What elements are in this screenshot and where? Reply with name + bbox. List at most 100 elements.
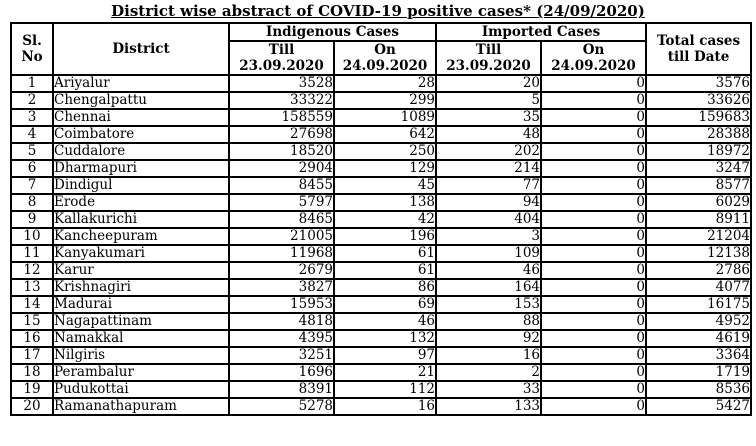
cell-imported-till: 3	[435, 227, 543, 246]
header-group-row: Sl. No District Indigenous Cases Importe…	[10, 22, 753, 76]
cell-imported-on: 0	[540, 363, 648, 382]
cell-imported-on: 0	[540, 227, 648, 246]
cell-indigenous-till: 1696	[228, 363, 335, 382]
cell-district: Krishnagiri	[52, 278, 230, 297]
cell-sl-no: 6	[10, 159, 54, 178]
cell-imported-on: 0	[540, 397, 648, 416]
cell-imported-till: 404	[435, 210, 543, 229]
cell-total: 21204	[645, 227, 753, 246]
table-row: 17 Nilgiris 3251 97 16 0 3364	[10, 346, 753, 365]
cell-total: 16175	[645, 295, 753, 314]
cell-total: 3364	[645, 346, 753, 365]
cell-total: 3576	[645, 74, 753, 93]
cell-imported-on: 0	[540, 244, 648, 263]
cell-sl-no: 12	[10, 261, 54, 280]
table-row: 3 Chennai 158559 1089 35 0 159683	[10, 108, 753, 127]
cell-imported-till: 153	[435, 295, 543, 314]
cell-sl-no: 20	[10, 397, 54, 416]
table-row: 4 Coimbatore 27698 642 48 0 28388	[10, 125, 753, 144]
cell-sl-no: 2	[10, 91, 54, 110]
cell-district: Ariyalur	[52, 74, 230, 93]
cell-indigenous-till: 3528	[228, 74, 335, 93]
cell-imported-till: 77	[435, 176, 543, 195]
cell-total: 6029	[645, 193, 753, 212]
cell-total: 159683	[645, 108, 753, 127]
cell-indigenous-on: 138	[332, 193, 438, 212]
cell-district: Perambalur	[52, 363, 230, 382]
cell-imported-on: 0	[540, 346, 648, 365]
cell-total: 1719	[645, 363, 753, 382]
cell-imported-till: 5	[435, 91, 543, 110]
cell-sl-no: 9	[10, 210, 54, 229]
cell-imported-till: 46	[435, 261, 543, 280]
table-row: 18 Perambalur 1696 21 2 0 1719	[10, 363, 753, 382]
table-row: 7 Dindigul 8455 45 77 0 8577	[10, 176, 753, 195]
cell-indigenous-on: 45	[332, 176, 438, 195]
cell-indigenous-till: 11968	[228, 244, 335, 263]
cell-indigenous-till: 18520	[228, 142, 335, 161]
table-row: 15 Nagapattinam 4818 46 88 0 4952	[10, 312, 753, 331]
cell-total: 18972	[645, 142, 753, 161]
cell-imported-on: 0	[540, 74, 648, 93]
cell-indigenous-till: 15953	[228, 295, 335, 314]
cell-sl-no: 13	[10, 278, 54, 297]
cell-sl-no: 15	[10, 312, 54, 331]
cell-indigenous-on: 69	[332, 295, 438, 314]
cell-indigenous-till: 5278	[228, 397, 335, 416]
cell-sl-no: 10	[10, 227, 54, 246]
table-row: 8 Erode 5797 138 94 0 6029	[10, 193, 753, 212]
cell-imported-till: 2	[435, 363, 543, 382]
cell-sl-no: 19	[10, 380, 54, 399]
cell-imported-till: 202	[435, 142, 543, 161]
page-title: District wise abstract of COVID-19 posit…	[111, 2, 645, 20]
cell-indigenous-till: 5797	[228, 193, 335, 212]
cell-indigenous-on: 132	[332, 329, 438, 348]
table-row: 13 Krishnagiri 3827 86 164 0 4077	[10, 278, 753, 297]
table-row: 12 Karur 2679 61 46 0 2786	[10, 261, 753, 280]
cell-imported-on: 0	[540, 261, 648, 280]
cell-district: Nilgiris	[52, 346, 230, 365]
cell-imported-on: 0	[540, 159, 648, 178]
cell-total: 4619	[645, 329, 753, 348]
cell-imported-on: 0	[540, 380, 648, 399]
cell-district: Chengalpattu	[52, 91, 230, 110]
covid-cases-table: Sl. No District Indigenous Cases Importe…	[10, 22, 753, 416]
cell-district: Namakkal	[52, 329, 230, 348]
cell-imported-on: 0	[540, 329, 648, 348]
cell-sl-no: 1	[10, 74, 54, 93]
cell-indigenous-till: 4818	[228, 312, 335, 331]
cell-indigenous-till: 2904	[228, 159, 335, 178]
cell-sl-no: 3	[10, 108, 54, 127]
table-row: 16 Namakkal 4395 132 92 0 4619	[10, 329, 753, 348]
cell-indigenous-till: 158559	[228, 108, 335, 127]
cell-imported-on: 0	[540, 312, 648, 331]
cell-indigenous-on: 61	[332, 261, 438, 280]
cell-indigenous-on: 86	[332, 278, 438, 297]
cell-indigenous-till: 3251	[228, 346, 335, 365]
cell-sl-no: 16	[10, 329, 54, 348]
cell-district: Karur	[52, 261, 230, 280]
cell-district: Ramanathapuram	[52, 397, 230, 416]
cell-imported-till: 133	[435, 397, 543, 416]
cell-imported-till: 164	[435, 278, 543, 297]
cell-total: 28388	[645, 125, 753, 144]
cell-total: 2786	[645, 261, 753, 280]
cell-imported-till: 48	[435, 125, 543, 144]
cell-imported-till: 92	[435, 329, 543, 348]
cell-district: Nagapattinam	[52, 312, 230, 331]
table-row: 10 Kancheepuram 21005 196 3 0 21204	[10, 227, 753, 246]
header-district: District	[52, 22, 230, 76]
cell-total: 3247	[645, 159, 753, 178]
header-imported-till: Till 23.09.2020	[435, 40, 543, 76]
cell-imported-on: 0	[540, 210, 648, 229]
cell-imported-till: 109	[435, 244, 543, 263]
cell-total: 8911	[645, 210, 753, 229]
table-row: 1 Ariyalur 3528 28 20 0 3576	[10, 74, 753, 93]
cell-district: Kanyakumari	[52, 244, 230, 263]
table-row: 2 Chengalpattu 33322 299 5 0 33626	[10, 91, 753, 110]
cell-indigenous-on: 16	[332, 397, 438, 416]
cell-district: Pudukottai	[52, 380, 230, 399]
cell-imported-till: 20	[435, 74, 543, 93]
cell-imported-till: 88	[435, 312, 543, 331]
